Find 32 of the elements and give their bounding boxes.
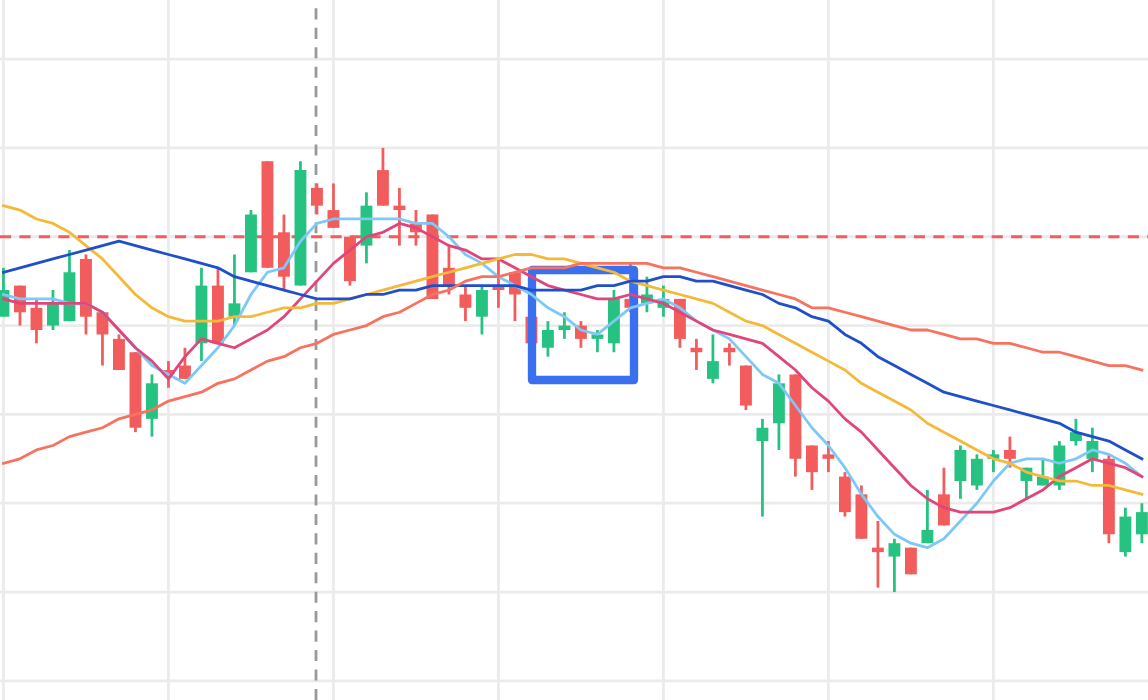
- candlestick: [838, 470, 851, 518]
- candlestick: [871, 519, 884, 590]
- candlestick: [30, 297, 43, 345]
- candlestick: [146, 373, 158, 438]
- candlestick: [937, 466, 950, 527]
- candlestick: [1119, 506, 1132, 558]
- candlestick: [970, 452, 983, 492]
- candlestick: [377, 146, 389, 208]
- candlestick: [558, 310, 571, 341]
- candlestick: [1003, 435, 1016, 470]
- candlestick: [1135, 501, 1148, 545]
- candlestick: [921, 488, 934, 545]
- candlestick: [739, 364, 752, 412]
- candlestick: [756, 417, 769, 518]
- candlestick: [591, 328, 604, 354]
- candlestick: [888, 537, 901, 594]
- candlestick: [179, 346, 191, 381]
- candlestick: [772, 373, 785, 452]
- candlestick: [311, 182, 323, 216]
- candlestick: [541, 319, 554, 359]
- candlestick: [476, 284, 488, 336]
- candlestick: [113, 333, 125, 372]
- candlestick: [690, 337, 703, 372]
- candlestick: [822, 439, 835, 474]
- candlestick: [607, 288, 620, 354]
- candlestick: [459, 284, 472, 323]
- candlestick: [954, 444, 967, 501]
- candlestick: [723, 341, 736, 367]
- candlestick: [805, 444, 818, 492]
- candlestick: [47, 288, 59, 332]
- candlestick: [706, 333, 719, 385]
- candlestick: [855, 484, 868, 541]
